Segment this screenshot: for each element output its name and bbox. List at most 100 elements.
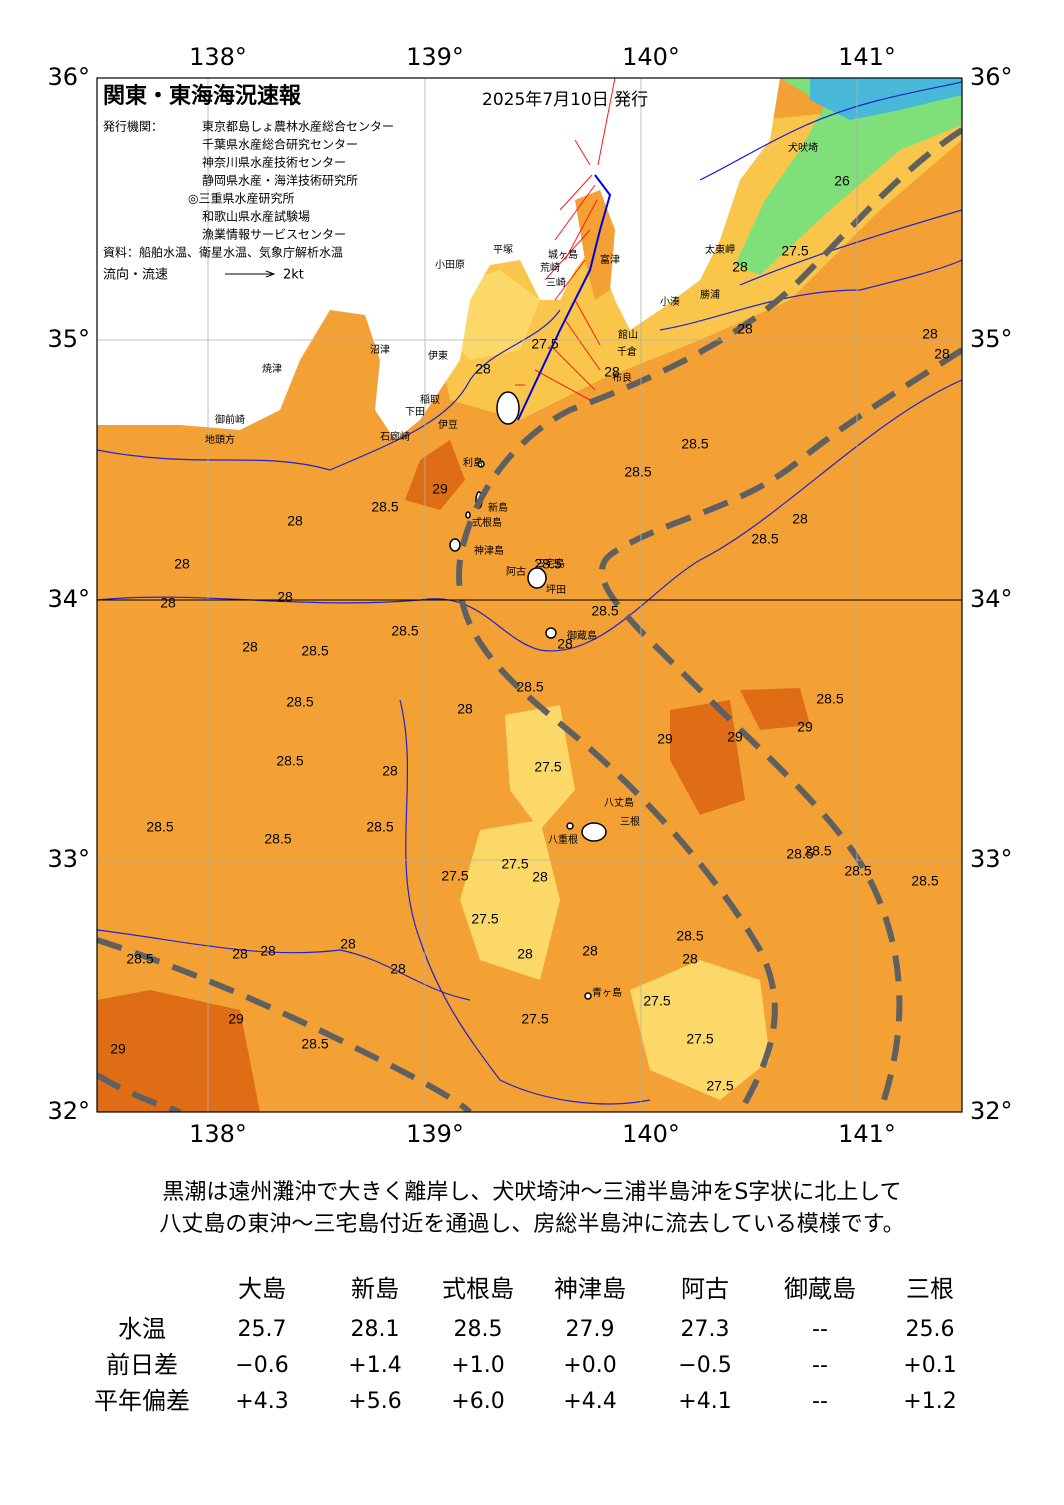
table-header: 新島 (351, 1275, 399, 1303)
current-vectors (515, 78, 616, 401)
contour-label: 28.5 (816, 691, 843, 707)
issuer: 漁業情報サービスセンター (202, 228, 346, 242)
place-name: 平塚 (493, 244, 513, 256)
lat-label: 32° (970, 1097, 1013, 1125)
place-name: 御蔵島 (567, 629, 597, 642)
contour-label: 27.5 (441, 868, 468, 884)
issuer: 千葉県水産総合研究センター (202, 137, 358, 152)
lon-label: 141° (838, 1120, 896, 1148)
contour-label: 27.5 (534, 759, 561, 775)
place-name: 小湊 (660, 295, 680, 308)
isotherm (739, 209, 962, 286)
lat-label: 33° (970, 845, 1013, 873)
contour-label: 27.5 (643, 993, 670, 1009)
contour-label: 28.5 (804, 843, 831, 859)
place-name: 沼津 (370, 343, 390, 356)
contour-label: 28.5 (286, 694, 313, 710)
warm-core (740, 688, 810, 730)
issuer: 静岡県水産・海洋技術研究所 (202, 173, 358, 188)
contour-label: 27.5 (781, 243, 808, 259)
place-name: 千倉 (617, 345, 637, 358)
contour-label: 29 (797, 719, 813, 735)
table-cell: +4.3 (235, 1389, 288, 1414)
cool-patch (505, 705, 575, 830)
contour-label: 27.5 (686, 1031, 713, 1047)
lat-label: 36° (47, 63, 90, 91)
contour-label: 27.5 (531, 336, 558, 352)
island (477, 460, 485, 468)
contour-label: 29 (432, 481, 448, 497)
contour-label: 29 (110, 1041, 126, 1057)
place-name: 布良 (612, 371, 632, 384)
place-name: 太東岬 (705, 243, 735, 256)
table-cell: +0.1 (903, 1353, 956, 1378)
place-name: 三宅島 (535, 557, 565, 570)
table-cell: -- (812, 1353, 828, 1378)
lat-label: 32° (47, 1097, 90, 1125)
source-note: 資料：船舶水温、衛星水温、気象庁解析水温 (103, 245, 343, 260)
grid (97, 78, 962, 1112)
place-name: 阿古 (506, 565, 526, 578)
legend-scale: 2kt (283, 268, 304, 283)
row-label: 前日差 (106, 1351, 178, 1379)
lon-label: 138° (189, 43, 247, 71)
contour-label: 27.5 (706, 1078, 733, 1094)
kuroshio-path (97, 1072, 181, 1112)
contour-label: 28 (532, 869, 548, 885)
table-cell: +1.0 (451, 1353, 504, 1378)
table-cell: 28.1 (351, 1317, 400, 1342)
ship-track (517, 174, 612, 421)
contour-label: 28 (382, 763, 398, 779)
contour-label: 28 (922, 326, 938, 342)
contour-label: 28.5 (264, 831, 291, 847)
island (545, 627, 557, 639)
table-cell: +4.1 (678, 1389, 731, 1414)
kuroshio-axis (97, 127, 962, 1112)
place-name: 八丈島 (604, 796, 634, 809)
isotherm (399, 699, 651, 1105)
row-label: 水温 (118, 1315, 166, 1343)
place-name: 地頭方 (205, 433, 235, 446)
contour-label: 28.5 (534, 556, 561, 572)
lon-label: 139° (406, 43, 464, 71)
contour-label: 28.5 (624, 464, 651, 480)
legend-arrowhead (265, 270, 276, 278)
table-cell: 28.5 (454, 1317, 503, 1342)
table-header: 式根島 (442, 1275, 514, 1303)
table-header: 大島 (238, 1275, 286, 1303)
contour-label: 28 (287, 513, 303, 529)
map-frame (96, 77, 963, 1113)
vector (549, 344, 596, 391)
contour-label: 28 (160, 595, 176, 611)
contour-label: 28.5 (391, 623, 418, 639)
contour-label: 27.5 (521, 1011, 548, 1027)
contour-label: 28 (340, 936, 356, 952)
kuroshio-path (456, 127, 962, 1112)
island (449, 538, 461, 552)
table-header: 御蔵島 (784, 1275, 856, 1303)
contour-label: 28.5 (751, 531, 778, 547)
place-name: 石廊崎 (380, 430, 410, 443)
lat-label: 35° (970, 325, 1013, 353)
table-cell: +1.2 (903, 1389, 956, 1414)
summary-line: 八丈島の東沖～三宅島付近を通過し、房総半島沖に流去している模様です。 (159, 1212, 904, 1237)
lon-label: 140° (622, 43, 680, 71)
contour-label: 27.5 (501, 856, 528, 872)
vector (597, 78, 616, 166)
place-name: 三根 (620, 815, 640, 828)
contour-label: 28.5 (371, 499, 398, 515)
place-name: 館山 (618, 328, 638, 341)
lat-label: 35° (47, 325, 90, 353)
place-name: 伊豆 (438, 419, 458, 431)
table-header: 神津島 (554, 1275, 626, 1303)
issuer: 東京都島しょ農林水産総合センター (202, 119, 394, 134)
island (584, 992, 592, 1000)
contour-label: 28 (232, 946, 248, 962)
place-name: 犬吠埼 (788, 141, 818, 154)
contour-label: 28 (260, 943, 276, 959)
table-cell: +1.4 (348, 1353, 401, 1378)
table-header: 阿古 (681, 1275, 729, 1303)
lon-label: 141° (838, 43, 896, 71)
table-cell: 27.9 (566, 1317, 615, 1342)
